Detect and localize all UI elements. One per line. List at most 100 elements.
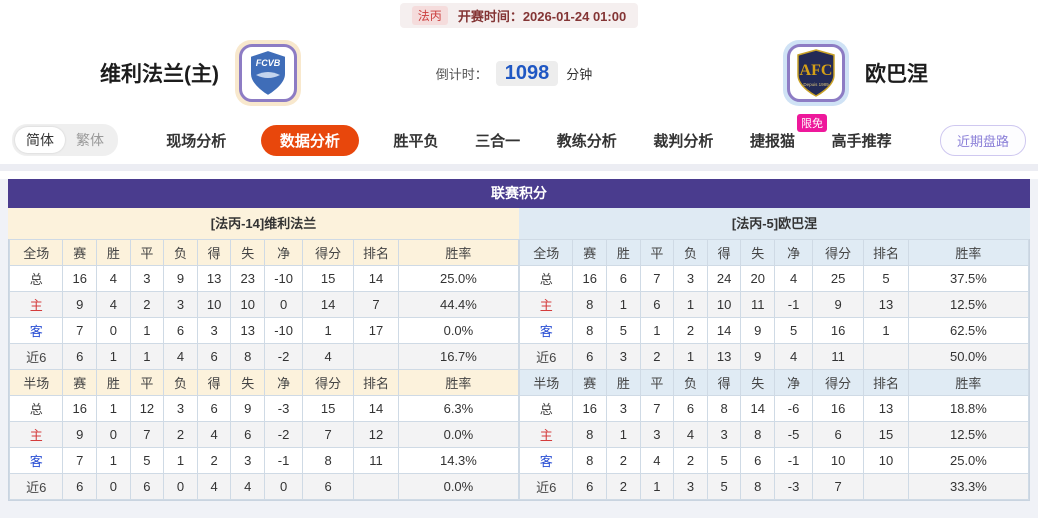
stat-cell: 4 [773,265,814,292]
countdown-unit: 分钟 [566,66,593,82]
stat-cell: 12.5% [907,421,1030,448]
tab-three-in-one[interactable]: 三合一 [475,132,521,150]
stat-cell: 0.0% [397,317,520,344]
row-label: 总 [518,395,574,422]
table-row: 总 16 3 7 6 8 14 -6 16 13 18.8% [518,395,1030,422]
table-team-headers: [法丙-14]维利法兰 [法丙-5]欧巴涅 [8,208,1030,239]
stat-cell: 8 [230,343,265,370]
stat-cell: 7 [302,421,355,448]
countdown: 倒计时： 1098 分钟 [410,60,618,86]
stat-cell: 8 [706,395,742,422]
tab-referee-analysis[interactable]: 裁判分析 [653,132,714,150]
tab-data-analysis[interactable]: 数据分析 [260,124,359,156]
stat-cell: -10 [263,265,304,292]
column-header: 排名 [863,239,909,266]
column-header: 赛 [62,369,98,396]
top-bar: 法丙 开赛时间：2026-01-24 01:00 [0,0,1038,30]
stat-cell: 16.7% [397,343,520,370]
column-header: 胜 [606,239,641,266]
stat-cell: 16 [572,395,608,422]
svg-text:AFC: AFC [800,62,833,79]
stat-cell: 3 [230,447,265,474]
away-team-logo: AFC Depuis 1989 [783,40,849,106]
table-row: 近6 6 3 2 1 13 9 4 11 50.0% [518,343,1030,370]
stat-cell: 7 [639,265,675,292]
tab-jiebao-cat[interactable]: 捷报猫 限免 [748,113,827,156]
column-header: 全场 [518,239,574,266]
lang-traditional[interactable]: 繁体 [76,132,104,148]
stat-cell: 62.5% [907,317,1030,344]
table-row: 主 9 0 7 2 4 6 -2 7 12 0.0% [8,421,520,448]
stat-cell: 9 [230,395,265,422]
stat-cell: 1 [163,447,198,474]
row-label: 近6 [8,473,64,500]
column-header: 胜率 [907,239,1030,266]
stat-cell: 9 [62,421,98,448]
column-header: 排名 [353,239,399,266]
stat-cell: 20 [740,265,775,292]
stat-cell: 25 [812,265,865,292]
stat-cell: 14 [353,265,399,292]
tab-coach-analysis[interactable]: 教练分析 [556,132,617,150]
stat-cell: 1 [639,473,675,500]
stat-cell: 1 [863,317,909,344]
stat-cell: 0 [96,473,131,500]
stat-cell: 2 [196,447,232,474]
stat-cell: 3 [163,395,198,422]
column-header: 得分 [812,369,865,396]
stat-cell: 16 [572,265,608,292]
recent-odds-button[interactable]: 近期盘路 [939,124,1026,156]
row-label: 主 [518,421,574,448]
stat-cell: 1 [96,343,131,370]
stat-cell: -3 [263,395,304,422]
stat-cell: 5 [863,265,909,292]
home-team: 维利法兰(主) FCVB [100,40,410,106]
table-row: 客 7 1 5 1 2 3 -1 8 11 14.3% [8,447,520,474]
stat-cell: 7 [812,473,865,500]
column-header: 半场 [518,369,574,396]
table-row: 客 7 0 1 6 3 13 -10 1 17 0.0% [8,317,520,344]
table-row: 近6 6 2 1 3 5 8 -3 7 33.3% [518,473,1030,500]
stat-cell: 7 [353,291,399,318]
stat-cell: 6 [639,291,675,318]
column-header: 赛 [572,369,608,396]
away-table-header: [法丙-5]欧巴涅 [519,208,1030,239]
stat-cell: 12 [129,395,165,422]
stat-cell: 8 [572,447,608,474]
stat-cell: 6 [812,421,865,448]
stat-cell: 6 [606,265,641,292]
kickoff-label: 开赛时间： [457,8,523,24]
stat-cell: 13 [706,343,742,370]
stat-cell: 10 [812,447,865,474]
stat-cell: 4 [230,473,265,500]
table-row: 近6 6 0 6 0 4 4 0 6 0.0% [8,473,520,500]
column-header: 得 [706,369,742,396]
stat-cell: 0.0% [397,421,520,448]
column-header: 得分 [302,239,355,266]
column-header: 胜率 [397,239,520,266]
stat-cell: 1 [673,291,708,318]
column-header: 得 [196,239,232,266]
stat-cell: 14 [302,291,355,318]
stat-cell: 25.0% [907,447,1030,474]
row-label: 近6 [518,473,574,500]
tab-expert-picks[interactable]: 高手推荐 [831,132,892,150]
away-stat-table: 全场赛胜平负得失净得分 排名 胜率总 16 6 7 3 24 20 4 25 5 37.5% 主 8 1 6 1 1… [518,239,1030,500]
column-header: 得分 [302,369,355,396]
stat-cell: 8 [740,421,775,448]
stat-cell: 6 [129,473,165,500]
stat-cell: 9 [62,291,98,318]
column-header: 得 [706,239,742,266]
tab-live-analysis[interactable]: 现场分析 [166,132,227,150]
row-label: 近6 [8,343,64,370]
stat-cell: 11 [353,447,399,474]
home-team-logo: FCVB [235,40,301,106]
away-shield-icon: AFC Depuis 1989 [797,49,835,97]
table-row: 客 8 5 1 2 14 9 5 16 1 62.5% [518,317,1030,344]
tab-win-draw-lose[interactable]: 胜平负 [393,132,439,150]
column-header: 负 [163,239,198,266]
lang-simplified[interactable]: 简体 [15,127,65,153]
stat-cell: 12.5% [907,291,1030,318]
limited-free-badge: 限免 [796,113,827,132]
stat-cell: 9 [812,291,865,318]
